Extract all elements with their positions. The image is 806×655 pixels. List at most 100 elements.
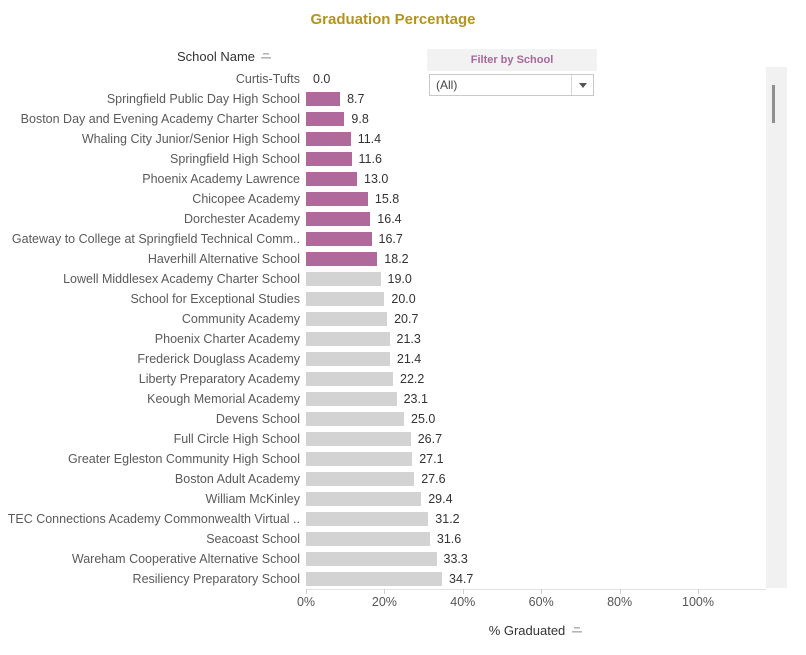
- school-name-label: Boston Day and Evening Academy Charter S…: [20, 112, 300, 126]
- bar-value-label: 33.3: [443, 552, 468, 566]
- bar-value-label: 11.4: [357, 132, 382, 146]
- table-row: Lowell Middlesex Academy Charter School 1…: [0, 269, 766, 289]
- school-name-label: Lowell Middlesex Academy Charter School: [63, 272, 300, 286]
- bar[interactable]: [306, 452, 413, 466]
- x-axis-tick-mark: [306, 589, 307, 594]
- sort-icon[interactable]: [261, 49, 272, 64]
- table-row: Phoenix Charter Academy 21.3: [0, 329, 766, 349]
- x-axis-tick-label: 80%: [607, 595, 633, 609]
- bar[interactable]: [306, 512, 429, 526]
- bar[interactable]: [306, 332, 390, 346]
- school-name-label: Full Circle High School: [173, 432, 300, 446]
- bar[interactable]: [306, 212, 371, 226]
- x-axis-tick-label: 60%: [528, 595, 554, 609]
- school-name-label: Keough Memorial Academy: [147, 392, 300, 406]
- bar-value-label: 21.4: [396, 352, 422, 366]
- x-axis-sort-icon[interactable]: [572, 623, 583, 638]
- scrollbar-thumb[interactable]: [772, 85, 775, 123]
- bar[interactable]: [306, 292, 385, 306]
- table-row: William McKinley 29.4: [0, 489, 766, 509]
- bar-value-label: 11.6: [358, 152, 382, 166]
- table-row: Community Academy 20.7: [0, 309, 766, 329]
- bar[interactable]: [306, 412, 404, 426]
- filter-title: Filter by School: [427, 49, 597, 71]
- bar-value-label: 34.7: [449, 572, 474, 586]
- bar-value-label: 27.1: [419, 452, 444, 466]
- x-axis-tick-mark: [541, 589, 543, 594]
- filter-panel: Filter by School (All): [427, 49, 597, 96]
- bar[interactable]: [306, 232, 372, 246]
- x-axis-title: % Graduated: [306, 623, 766, 638]
- column-header-school-name[interactable]: School Name: [177, 49, 272, 64]
- x-axis-tick-mark: [619, 589, 621, 594]
- school-name-label: Springfield High School: [170, 152, 300, 166]
- school-name-label: School for Exceptional Studies: [130, 292, 300, 306]
- table-row: Phoenix Academy Lawrence 13.0: [0, 169, 766, 189]
- bar[interactable]: [306, 152, 352, 166]
- bar[interactable]: [306, 572, 442, 586]
- x-axis: 0% 20% 40% 60% 80% 100%: [0, 589, 766, 619]
- bar[interactable]: [306, 252, 378, 266]
- bar[interactable]: [306, 472, 415, 486]
- table-row: Dorchester Academy 16.4: [0, 209, 766, 229]
- school-name-label: Wareham Cooperative Alternative School: [71, 552, 300, 566]
- bar-value-label: 31.2: [435, 512, 460, 526]
- school-name-label: Liberty Preparatory Academy: [138, 372, 300, 386]
- table-row: Keough Memorial Academy 23.1: [0, 389, 766, 409]
- bar[interactable]: [306, 492, 422, 506]
- vertical-scrollbar[interactable]: [766, 67, 787, 588]
- bar[interactable]: [306, 392, 397, 406]
- table-row: Seacoast School 31.6: [0, 529, 766, 549]
- bar-value-label: 19.0: [387, 272, 412, 286]
- bar-value-label: 23.1: [403, 392, 428, 406]
- bar-value-label: 8.7: [347, 92, 365, 106]
- table-row: Springfield Public Day High School 8.7: [0, 89, 766, 109]
- school-filter-dropdown[interactable]: (All): [429, 74, 594, 96]
- table-row: Frederick Douglass Academy 21.4: [0, 349, 766, 369]
- x-axis-tick-label: 40%: [450, 595, 476, 609]
- table-row: Liberty Preparatory Academy 22.2: [0, 369, 766, 389]
- school-name-label: Resiliency Preparatory School: [132, 572, 300, 586]
- bar-value-label: 29.4: [428, 492, 453, 506]
- school-name-label: TEC Connections Academy Commonwealth Vir…: [7, 512, 300, 526]
- bar[interactable]: [306, 112, 345, 126]
- x-axis-tick-mark: [384, 589, 386, 594]
- bar-value-label: 16.7: [378, 232, 403, 246]
- x-axis-tick-mark: [462, 589, 464, 594]
- table-row: Springfield High School 11.6: [0, 149, 766, 169]
- bar-value-label: 9.8: [351, 112, 369, 126]
- dropdown-selected-value: (All): [436, 78, 458, 92]
- school-name-label: Devens School: [215, 412, 300, 426]
- table-row: TEC Connections Academy Commonwealth Vir…: [0, 509, 766, 529]
- bar-value-label: 31.6: [436, 532, 462, 546]
- bar[interactable]: [306, 132, 351, 146]
- table-row: Wareham Cooperative Alternative School 33…: [0, 549, 766, 569]
- column-header-label: School Name: [177, 49, 256, 64]
- table-row: Chicopee Academy 15.8: [0, 189, 766, 209]
- bar[interactable]: [306, 372, 393, 386]
- table-row: Haverhill Alternative School 18.2: [0, 249, 766, 269]
- table-row: Curtis-Tufts 0.0: [0, 69, 766, 89]
- school-name-label: William McKinley: [205, 492, 300, 506]
- bar[interactable]: [306, 172, 357, 186]
- table-row: Whaling City Junior/Senior High School 11…: [0, 129, 766, 149]
- bar[interactable]: [306, 312, 388, 326]
- school-name-label: Phoenix Charter Academy: [154, 332, 300, 346]
- school-name-label: Whaling City Junior/Senior High School: [81, 132, 300, 146]
- bar[interactable]: [306, 92, 341, 106]
- bar-chart-rows: Curtis-Tufts 0.0 Springfield Public Day Hi…: [0, 69, 766, 589]
- dropdown-arrow-icon[interactable]: [571, 75, 593, 95]
- school-name-label: Boston Adult Academy: [174, 472, 300, 486]
- bar[interactable]: [306, 552, 437, 566]
- bar-value-label: 18.2: [384, 252, 409, 266]
- bar[interactable]: [306, 432, 411, 446]
- bar[interactable]: [306, 192, 368, 206]
- school-name-label: Dorchester Academy: [183, 212, 300, 226]
- bar-value-label: 15.8: [374, 192, 400, 206]
- bar[interactable]: [306, 532, 430, 546]
- school-name-label: Frederick Douglass Academy: [137, 352, 300, 366]
- bar[interactable]: [306, 272, 381, 286]
- bar-value-label: 26.7: [417, 432, 443, 446]
- bar[interactable]: [306, 352, 390, 366]
